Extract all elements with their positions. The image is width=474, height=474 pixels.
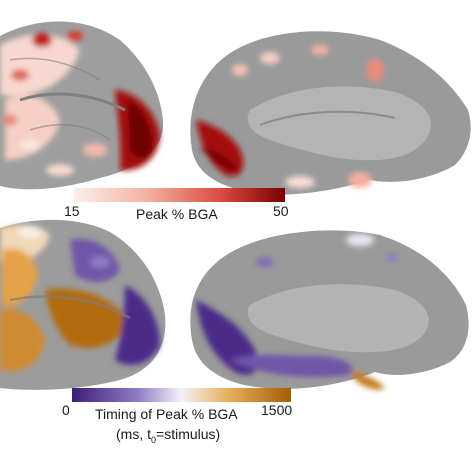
timing-subtitle: (ms, t0=stimulus): [116, 426, 220, 445]
timing-colorbar: [72, 388, 291, 402]
timing-min-label: 0: [62, 402, 70, 418]
timing-subtitle-pre: (ms, t: [116, 426, 151, 442]
timing-max-label: 1500: [261, 402, 293, 418]
medial-hemisphere-top: [190, 31, 471, 195]
peak-bga-colorbar: [74, 188, 285, 202]
timing-title: Timing of Peak % BGA: [95, 406, 238, 422]
timing-subtitle-post: =stimulus): [156, 426, 221, 442]
lateral-hemisphere-top: [0, 21, 164, 190]
medial-hemisphere-bottom: [190, 230, 469, 390]
peak-bga-min-label: 15: [64, 203, 80, 219]
lateral-hemisphere-bottom: [0, 219, 166, 390]
peak-bga-max-label: 50: [273, 203, 289, 219]
peak-bga-title: Peak % BGA: [136, 206, 218, 222]
timing-subtitle-sub: 0: [151, 434, 157, 445]
